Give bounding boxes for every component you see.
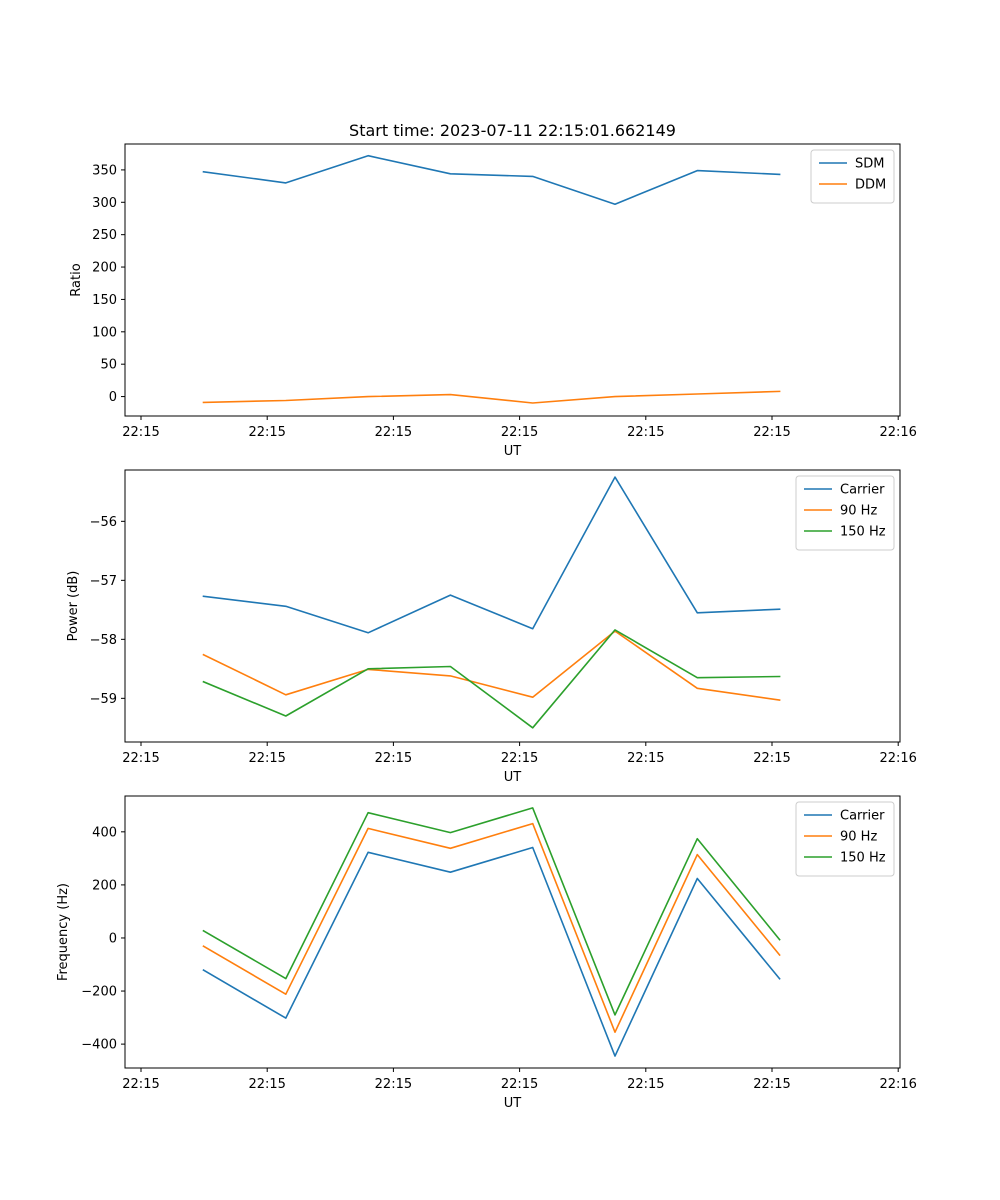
y-tick-label: 200 bbox=[92, 261, 117, 276]
series-line-carrier bbox=[202, 846, 781, 1057]
x-axis-label: UT bbox=[504, 770, 522, 785]
legend-label: 90 Hz bbox=[840, 504, 877, 519]
y-axis-label: Power (dB) bbox=[66, 571, 81, 642]
series-line-carrier bbox=[202, 476, 781, 634]
series-line-150-hz bbox=[202, 807, 781, 1016]
plot-area bbox=[125, 144, 900, 416]
y-tick-label: 150 bbox=[92, 293, 117, 308]
x-tick-label: 22:15 bbox=[627, 425, 664, 440]
legend-label: 150 Hz bbox=[840, 525, 886, 540]
y-tick-label: 0 bbox=[109, 931, 117, 946]
y-tick-label: 300 bbox=[92, 196, 117, 211]
x-tick-label: 22:15 bbox=[122, 1077, 159, 1092]
series-line-sdm bbox=[202, 154, 781, 205]
y-tick-label: 250 bbox=[92, 228, 117, 243]
x-tick-label: 22:15 bbox=[375, 751, 412, 766]
y-tick-label: 0 bbox=[109, 390, 117, 405]
x-tick-label: 22:15 bbox=[375, 425, 412, 440]
x-tick-label: 22:15 bbox=[122, 425, 159, 440]
x-tick-label: 22:15 bbox=[753, 751, 790, 766]
x-tick-label: 22:15 bbox=[753, 425, 790, 440]
series-line-90-hz bbox=[202, 822, 781, 1033]
subplots: 22:15 22:15 22:15 22:15 22:15 22:15 22:16 0 50 10… bbox=[56, 143, 917, 1111]
x-tick-label: 22:15 bbox=[248, 751, 285, 766]
y-tick-label: −200 bbox=[81, 985, 117, 1000]
y-axis-label: Frequency (Hz) bbox=[56, 883, 71, 981]
y-tick-label: −57 bbox=[90, 574, 117, 589]
x-tick-label: 22:15 bbox=[248, 1077, 285, 1092]
x-tick-label: 22:15 bbox=[501, 1077, 538, 1092]
y-tick-label: −59 bbox=[90, 692, 117, 707]
subplot-3: 22:15 22:15 22:15 22:15 22:15 22:15 22:16 −400 −… bbox=[56, 795, 917, 1111]
y-tick-label: −58 bbox=[90, 633, 117, 648]
y-axis-label: Ratio bbox=[69, 263, 84, 296]
y-tick-label: 50 bbox=[100, 358, 117, 373]
y-tick-label: 200 bbox=[92, 878, 117, 893]
legend-label: Carrier bbox=[840, 809, 885, 824]
y-tick-label: 100 bbox=[92, 325, 117, 340]
x-tick-label: 22:15 bbox=[627, 1077, 664, 1092]
x-tick-label: 22:16 bbox=[879, 425, 916, 440]
legend: Carrier 90 Hz 150 Hz bbox=[795, 475, 895, 551]
axes-frame bbox=[124, 795, 901, 1069]
x-tick-label: 22:15 bbox=[375, 1077, 412, 1092]
x-axis-label: UT bbox=[504, 444, 522, 459]
series-line-90-hz bbox=[202, 630, 781, 702]
x-tick-label: 22:15 bbox=[501, 751, 538, 766]
legend-label: 90 Hz bbox=[840, 830, 877, 845]
x-tick-label: 22:16 bbox=[879, 751, 916, 766]
series-line-150-hz bbox=[202, 629, 781, 729]
y-tick-label: −400 bbox=[81, 1038, 117, 1053]
x-tick-label: 22:15 bbox=[627, 751, 664, 766]
x-tick-label: 22:15 bbox=[753, 1077, 790, 1092]
x-tick-label: 22:15 bbox=[501, 425, 538, 440]
legend-label: 150 Hz bbox=[840, 851, 886, 866]
y-tick-label: 400 bbox=[92, 825, 117, 840]
legend-label: SDM bbox=[855, 157, 884, 172]
axes-frame bbox=[124, 469, 901, 743]
x-axis-label: UT bbox=[504, 1096, 522, 1111]
figure-title: Start time: 2023-07-11 22:15:01.662149 bbox=[349, 121, 676, 140]
series-line-ddm bbox=[202, 390, 781, 404]
legend: Carrier 90 Hz 150 Hz bbox=[795, 801, 895, 877]
y-tick-label: 350 bbox=[92, 163, 117, 178]
axes-frame bbox=[124, 143, 901, 417]
plot-area bbox=[125, 470, 900, 742]
legend: SDM DDM bbox=[810, 149, 895, 204]
x-tick-label: 22:15 bbox=[122, 751, 159, 766]
legend-label: DDM bbox=[855, 178, 886, 193]
legend-label: Carrier bbox=[840, 483, 885, 498]
y-tick-label: −56 bbox=[90, 515, 117, 530]
x-tick-label: 22:16 bbox=[879, 1077, 916, 1092]
subplot-1: 22:15 22:15 22:15 22:15 22:15 22:15 22:16 0 50 10… bbox=[69, 143, 917, 459]
subplot-2: 22:15 22:15 22:15 22:15 22:15 22:15 22:16 −59 −5… bbox=[66, 469, 917, 785]
x-tick-label: 22:15 bbox=[248, 425, 285, 440]
plot-area bbox=[125, 796, 900, 1068]
